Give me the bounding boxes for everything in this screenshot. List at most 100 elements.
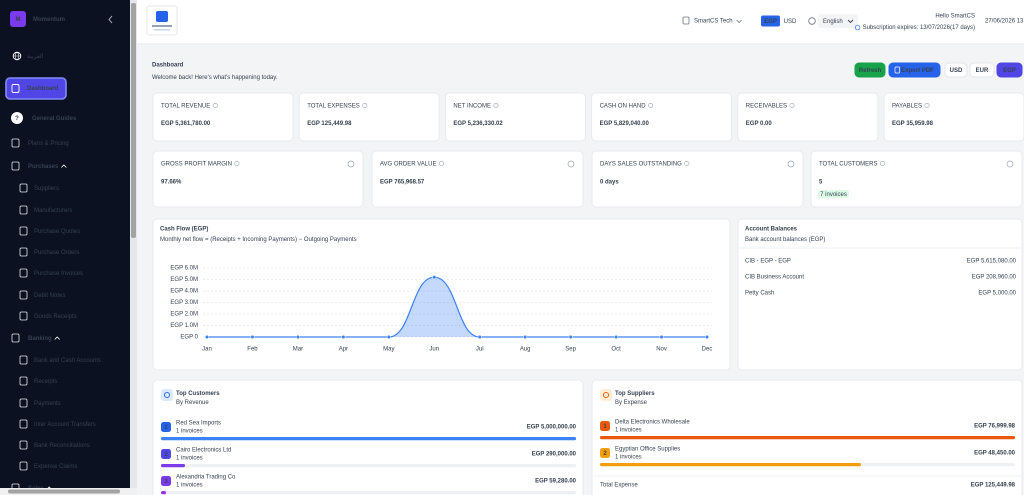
top-bar [137, 0, 1024, 44]
nav-icon [19, 311, 28, 321]
nav-item[interactable]: General Guides [32, 116, 77, 122]
nav-item[interactable]: Bank Reconciliations [34, 443, 90, 449]
row-name[interactable]: Cairo Electronics Ltd [176, 448, 231, 454]
nav-section[interactable]: Purchases [28, 164, 59, 170]
kpi-card [152, 92, 294, 142]
kpi-label: RECEIVABLES [746, 104, 787, 110]
nav-item[interactable]: Manufacturers [34, 208, 72, 214]
toolbar-button-label[interactable]: EGP [1003, 68, 1016, 74]
progress-bar [161, 491, 166, 495]
nav-icon [19, 268, 28, 278]
currency-option[interactable]: EGP [764, 19, 777, 25]
row-name[interactable]: Egyptian Office Supplies [615, 447, 680, 453]
toolbar-button[interactable] [944, 62, 968, 78]
nav-item[interactable]: Expense Claims [34, 464, 77, 470]
nav-item[interactable]: Inter Account Transfers [34, 422, 96, 428]
kpi-value: EGP 5,361,780.00 [161, 121, 211, 127]
nav-section[interactable]: Banking [28, 336, 52, 342]
currency-active[interactable] [761, 15, 780, 27]
nav-item[interactable]: Purchase Quotes [34, 229, 80, 235]
info-icon [493, 103, 499, 109]
kpi-value: EGP 125,449.98 [307, 121, 352, 127]
nav-item[interactable]: Receipts [34, 379, 57, 385]
sidebar-scrollbar [130, 0, 137, 488]
x-tick-label: Feb [247, 347, 258, 353]
toolbar-button[interactable] [969, 62, 995, 78]
info-icon [362, 103, 368, 109]
company-logo-mark [156, 11, 168, 22]
card-title: Top Customers [176, 391, 220, 397]
company-logo-text [154, 29, 170, 31]
pdf-icon [894, 66, 900, 74]
metric-label: GROSS PROFIT MARGIN [161, 162, 232, 168]
section-chevron [54, 336, 60, 340]
nav-item[interactable]: Bank and Cash Accounts [34, 358, 101, 364]
card-subtitle: By Expense [615, 400, 648, 406]
active-nav-item[interactable] [5, 77, 67, 100]
page-subtitle: Welcome back! Here's what's happening to… [152, 75, 278, 81]
company-logo-text [152, 25, 172, 27]
toolbar-button-label[interactable]: EUR [976, 68, 989, 74]
nav-item[interactable]: Payments [34, 401, 61, 407]
nav-item[interactable]: Plans & Pricing [28, 141, 69, 147]
data-point [477, 334, 482, 340]
account-name: Petty Cash [745, 291, 774, 297]
row-name[interactable]: Alexandria Trading Co [176, 475, 236, 481]
nav-item[interactable]: Purchase Orders [34, 250, 79, 256]
row-name[interactable]: Delta Electronics Wholesale [615, 420, 690, 426]
data-point [704, 334, 710, 340]
nav-icon [19, 419, 28, 429]
row-count: 1 invoices [176, 483, 203, 489]
nav-item[interactable]: Suppliers [34, 186, 59, 192]
x-tick-label: Jun [429, 347, 439, 353]
toolbar-button[interactable] [888, 62, 941, 78]
list-icon [161, 389, 173, 401]
currency-option[interactable]: USD [784, 19, 797, 25]
progress-bar [161, 437, 576, 441]
toolbar-button-label[interactable]: Export PDF [901, 68, 934, 74]
collapse-icon[interactable] [108, 15, 113, 24]
total-value: EGP 125,449.98 [971, 483, 1016, 489]
metric-card [591, 150, 804, 208]
data-point [204, 334, 210, 340]
nav-icon [11, 161, 20, 171]
metric-value: 97.66% [161, 180, 182, 186]
toolbar-button[interactable] [996, 62, 1023, 78]
toolbar-button[interactable] [854, 62, 886, 78]
info-icon [879, 161, 885, 167]
y-tick-label: EGP 5.0M [170, 277, 198, 283]
metric-label: AVG ORDER VALUE [380, 162, 436, 168]
x-tick-label: Dec [702, 347, 713, 353]
metric-icon [567, 160, 575, 168]
nav-item[interactable]: Purchase Invoices [34, 271, 83, 277]
metric-label: TOTAL CUSTOMERS [819, 162, 877, 168]
company-selector[interactable]: SmartCS Tech [694, 19, 733, 25]
metric-card [152, 150, 364, 208]
progress-track [161, 491, 576, 495]
kpi-value: EGP 0.00 [746, 121, 773, 127]
sidebar-scroll-thumb [131, 3, 136, 238]
globe-icon-lines [13, 51, 21, 61]
card-subtitle: By Revenue [176, 400, 209, 406]
language-switch[interactable]: العربية [27, 53, 44, 60]
toolbar-button-label[interactable]: Refresh [859, 68, 882, 74]
x-tick-label: Mar [293, 347, 303, 353]
kpi-label: TOTAL REVENUE [161, 104, 210, 110]
kpi-card [298, 92, 440, 142]
nav-item[interactable]: Goods Receipts [34, 314, 77, 320]
card-title: Top Suppliers [615, 391, 655, 397]
account-amount: EGP 5,000.00 [978, 291, 1016, 297]
toolbar-button-label[interactable]: USD [950, 68, 963, 74]
nav-item[interactable]: Debit Notes [34, 293, 65, 299]
row-name[interactable]: Red Sea Imports [176, 421, 221, 427]
rank-badge [161, 449, 171, 459]
nav-dashboard[interactable]: Dashboard [27, 86, 59, 92]
x-tick-label: Aug [520, 347, 531, 353]
language-select[interactable] [818, 14, 858, 28]
sidebar [0, 0, 130, 495]
clock-icon [854, 24, 861, 31]
language-selector[interactable]: English [823, 19, 843, 25]
progress-track [161, 464, 576, 468]
